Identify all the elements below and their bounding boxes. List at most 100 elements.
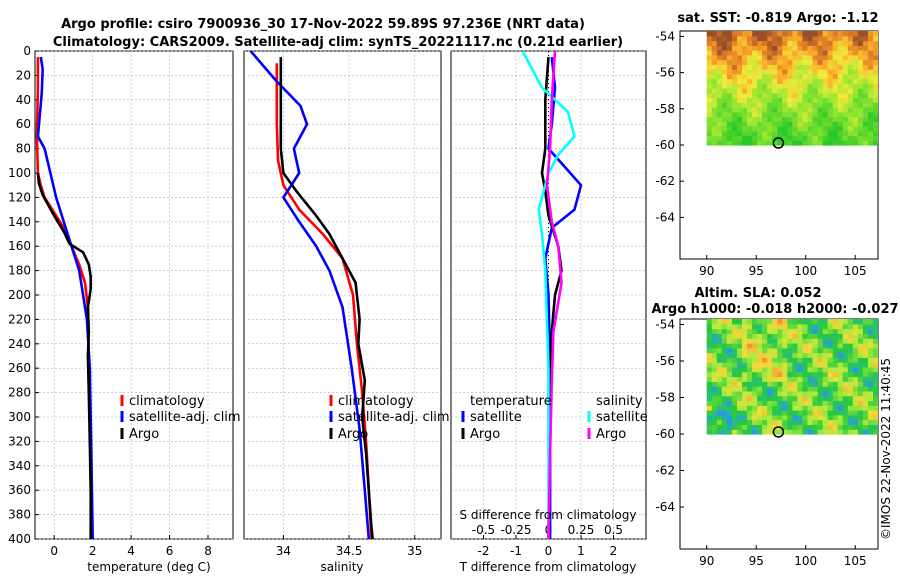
heatmap-cell: [752, 78, 758, 84]
y-tick-label: 0: [23, 44, 31, 58]
heatmap-cell: [777, 319, 783, 325]
heatmap-cell: [752, 92, 758, 99]
heatmap-cell: [711, 357, 718, 363]
heatmap-cell: [852, 135, 859, 141]
heatmap-cell: [867, 381, 874, 387]
heatmap-cell: [852, 352, 859, 358]
heatmap-cell: [737, 59, 743, 65]
heatmap-cell: [822, 130, 829, 137]
heatmap-cell: [782, 381, 788, 387]
heatmap-cell: [782, 126, 788, 132]
heatmap-cell: [731, 73, 738, 80]
heatmap-cell: [737, 386, 743, 392]
heatmap-cell: [827, 429, 834, 435]
heatmap-cell: [862, 83, 869, 89]
heatmap-cell: [721, 424, 728, 430]
heatmap-cell: [757, 429, 763, 435]
salinity-profile-chart: 34 34.5 35 salinity climatology satellite-…: [243, 50, 450, 574]
y-tick-label: 60: [16, 117, 31, 131]
heatmap-cell: [807, 135, 814, 141]
heatmap-cell: [797, 126, 803, 132]
legend-title-salinity: salinity: [596, 394, 643, 409]
heatmap-cell: [711, 362, 718, 368]
heatmap-cell: [777, 347, 783, 354]
heatmap-cell: [782, 116, 788, 122]
heatmap-cell: [847, 135, 854, 141]
heatmap-cell: [731, 59, 738, 65]
heatmap-cell: [772, 390, 778, 397]
heatmap-cell: [842, 31, 849, 37]
heatmap-cell: [752, 347, 758, 354]
heatmap-cell: [731, 410, 738, 416]
temperature-axis-label: temperature (deg C): [87, 560, 210, 574]
heatmap-cell: [757, 35, 763, 42]
heatmap-cell: [862, 107, 869, 113]
heatmap-cell: [857, 31, 864, 37]
heatmap-cell: [747, 405, 753, 411]
heatmap-cell: [711, 347, 718, 354]
heatmap-cell: [737, 69, 743, 75]
heatmap-cell: [862, 371, 869, 378]
heatmap-cell: [721, 121, 728, 127]
heatmap-cell: [847, 386, 854, 392]
heatmap-cell: [857, 319, 864, 325]
heatmap-cell: [721, 362, 728, 368]
heatmap-cell: [772, 40, 778, 46]
heatmap-cell: [867, 400, 874, 406]
heatmap-cell: [812, 362, 819, 368]
heatmap-cell: [706, 97, 713, 103]
heatmap-cell: [782, 333, 788, 339]
heatmap-cell: [787, 69, 793, 75]
heatmap-cell: [873, 83, 878, 89]
heatmap-cell: [711, 40, 718, 46]
heatmap-cell: [742, 54, 748, 61]
heatmap-cell: [747, 130, 753, 137]
heatmap-cell: [867, 111, 874, 118]
heatmap-cell: [802, 390, 808, 397]
heatmap-cell: [837, 323, 844, 330]
heatmap-cell: [873, 343, 878, 349]
map-y-tick-label: -62: [655, 464, 675, 478]
heatmap-cell: [867, 92, 874, 99]
heatmap-cell: [857, 73, 864, 80]
heatmap-cell: [802, 126, 808, 132]
heatmap-cell: [817, 102, 824, 108]
heatmap-cell: [747, 40, 753, 46]
heatmap-cell: [706, 88, 713, 94]
heatmap-cell: [852, 323, 859, 330]
heatmap-cell: [782, 390, 788, 397]
heatmap-cell: [777, 328, 783, 334]
heatmap-cell: [822, 135, 829, 141]
heatmap-cell: [762, 328, 768, 334]
heatmap-cell: [742, 135, 748, 141]
heatmap-cell: [731, 88, 738, 94]
heatmap-cell: [726, 73, 733, 80]
heatmap-cell: [747, 419, 753, 425]
heatmap-cell: [797, 347, 803, 354]
heatmap-cell: [716, 40, 723, 46]
heatmap-cell: [731, 366, 738, 373]
map-x-tick-label: 90: [699, 264, 714, 278]
heatmap-cell: [802, 424, 808, 430]
heatmap-cell: [716, 338, 723, 344]
map-y-tick-label: -58: [655, 390, 675, 404]
heatmap-cell: [757, 338, 763, 344]
heatmap-cell: [726, 424, 733, 430]
heatmap-cell: [711, 54, 718, 61]
heatmap-cell: [837, 92, 844, 99]
heatmap-cell: [747, 323, 753, 330]
heatmap-cell: [747, 35, 753, 42]
heatmap-cell: [842, 92, 849, 99]
heatmap-cell: [797, 31, 803, 37]
heatmap-cell: [807, 54, 814, 61]
heatmap-cell: [716, 59, 723, 65]
heatmap-cell: [787, 419, 793, 425]
heatmap-cell: [797, 50, 803, 56]
heatmap-cell: [747, 410, 753, 416]
heatmap-cell: [802, 333, 808, 339]
heatmap-cell: [852, 343, 859, 349]
heatmap-cell: [767, 121, 773, 127]
heatmap-cell: [842, 386, 849, 392]
heatmap-cell: [772, 107, 778, 113]
heatmap-cell: [772, 386, 778, 392]
